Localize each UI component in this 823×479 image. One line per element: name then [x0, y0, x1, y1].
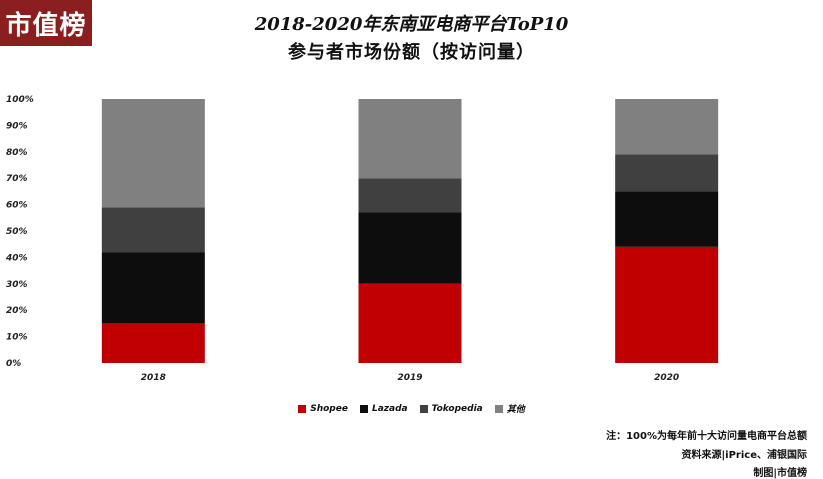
bar-segment-tokopedia [101, 207, 205, 253]
y-tick-label: 70% [6, 174, 28, 184]
chart-note: 注：100%为每年前十大访问量电商平台总额 [606, 431, 807, 442]
chart-credit: 制图|市值榜 [753, 468, 807, 479]
legend-label: Shopee [310, 403, 348, 414]
y-tick-label: 60% [6, 201, 28, 211]
y-tick-label: 30% [6, 280, 28, 290]
brand-logo: 市值榜 [0, 0, 92, 46]
bar-segment-其他 [101, 99, 205, 208]
legend-item: Tokopedia [419, 403, 483, 414]
x-tick-label: 2019 [397, 373, 422, 383]
bar-segment-shopee [615, 246, 719, 363]
y-tick-label: 40% [5, 253, 28, 263]
y-tick-label: 20% [6, 306, 28, 316]
legend-swatch [494, 404, 503, 413]
legend-label: 其他 [506, 405, 525, 415]
legend-label: Tokopedia [431, 403, 483, 414]
legend-swatch [359, 404, 368, 413]
bar-segment-shopee [101, 323, 205, 363]
brand-logo-text: 市值榜 [5, 10, 87, 41]
y-tick-label: 0% [6, 359, 21, 369]
bar-segment-其他 [358, 99, 462, 179]
legend-swatch [298, 404, 307, 413]
chart-subtitle: 参与者市场份额（按访问量） [288, 42, 535, 63]
x-tick-label: 2020 [654, 373, 679, 383]
y-tick-label: 50% [6, 227, 28, 237]
y-tick-label: 10% [6, 333, 28, 343]
y-tick-label: 90% [6, 121, 28, 131]
bar-segment-lazada [615, 191, 719, 247]
chart-legend: Shopee Lazada Tokopedia 其他 [0, 402, 823, 415]
legend-item: 其他 [494, 402, 525, 415]
bar-segment-shopee [358, 283, 462, 363]
x-tick-label: 2018 [141, 373, 166, 383]
bar-segment-tokopedia [358, 178, 462, 213]
legend-item: Shopee [298, 404, 348, 414]
bar-segment-其他 [615, 99, 719, 155]
legend-swatch [419, 404, 428, 413]
legend-item: Lazada [359, 403, 408, 414]
y-tick-label: 80% [6, 148, 28, 158]
legend-label: Lazada [371, 403, 408, 414]
bar-segment-lazada [101, 252, 205, 324]
chart-title: 2018-2020年东南亚电商平台ToP10 [254, 14, 569, 35]
y-tick-label: 100% [6, 95, 34, 105]
chart-source: 资料来源|iPrice、浦银国际 [681, 450, 807, 461]
bar-segment-tokopedia [615, 154, 719, 192]
stacked-bar-chart: 0% 10% 20% 30% 40% 50% 60% 70% 80% 90% 100% 2018 201… [5, 95, 719, 383]
bar-segment-lazada [358, 212, 462, 284]
